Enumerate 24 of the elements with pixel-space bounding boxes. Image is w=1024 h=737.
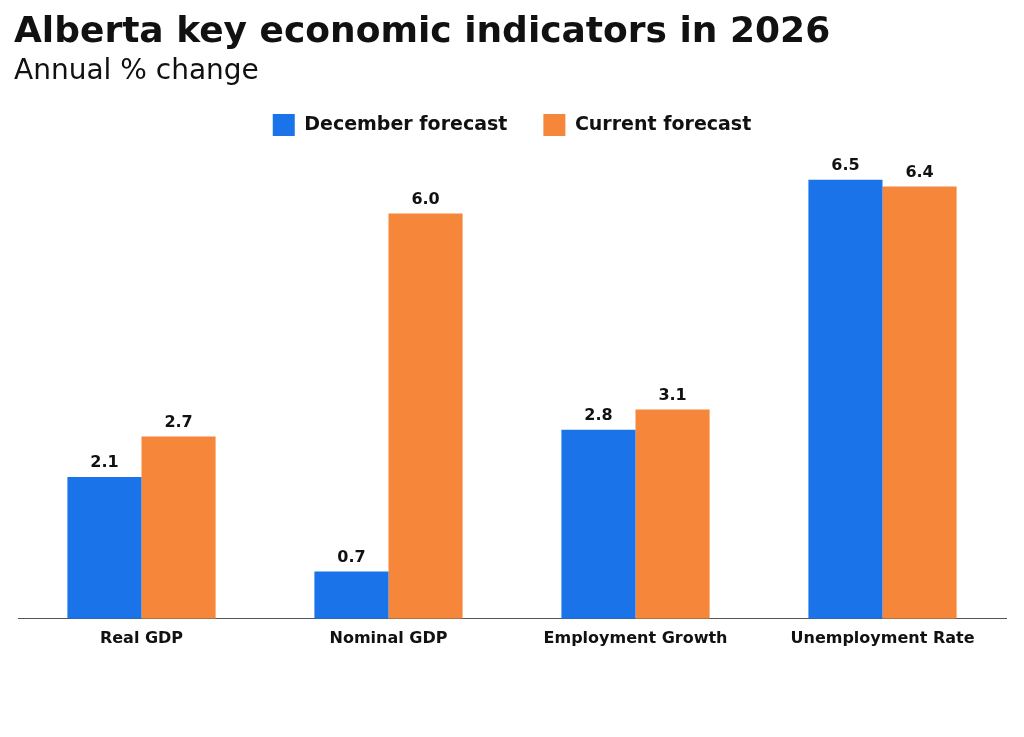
data-label: 6.4 [905, 161, 934, 181]
data-label: 3.1 [658, 384, 687, 404]
data-label: 2.1 [90, 452, 119, 472]
data-label: 6.0 [411, 188, 440, 208]
bar [67, 476, 142, 619]
x-tick-label: Unemployment Rate [790, 627, 975, 647]
data-label: 2.8 [584, 404, 613, 424]
bar [808, 179, 883, 619]
data-label: 0.7 [337, 546, 366, 566]
bar [141, 436, 216, 619]
x-tick-label: Nominal GDP [329, 627, 448, 647]
chart-title: Alberta key economic indicators in 2026 [14, 8, 832, 52]
chart-subtitle: Annual % change [14, 52, 260, 88]
legend-label: December forecast [304, 111, 508, 134]
bar [561, 429, 636, 619]
bar [635, 409, 710, 619]
bar [314, 571, 389, 619]
data-label: 6.5 [831, 154, 860, 174]
bar [388, 213, 463, 619]
data-label: 2.7 [164, 411, 193, 431]
bar [882, 186, 957, 619]
legend-label: Current forecast [574, 111, 752, 134]
x-tick-label: Employment Growth [543, 627, 728, 647]
x-tick-label: Real GDP [99, 627, 184, 647]
